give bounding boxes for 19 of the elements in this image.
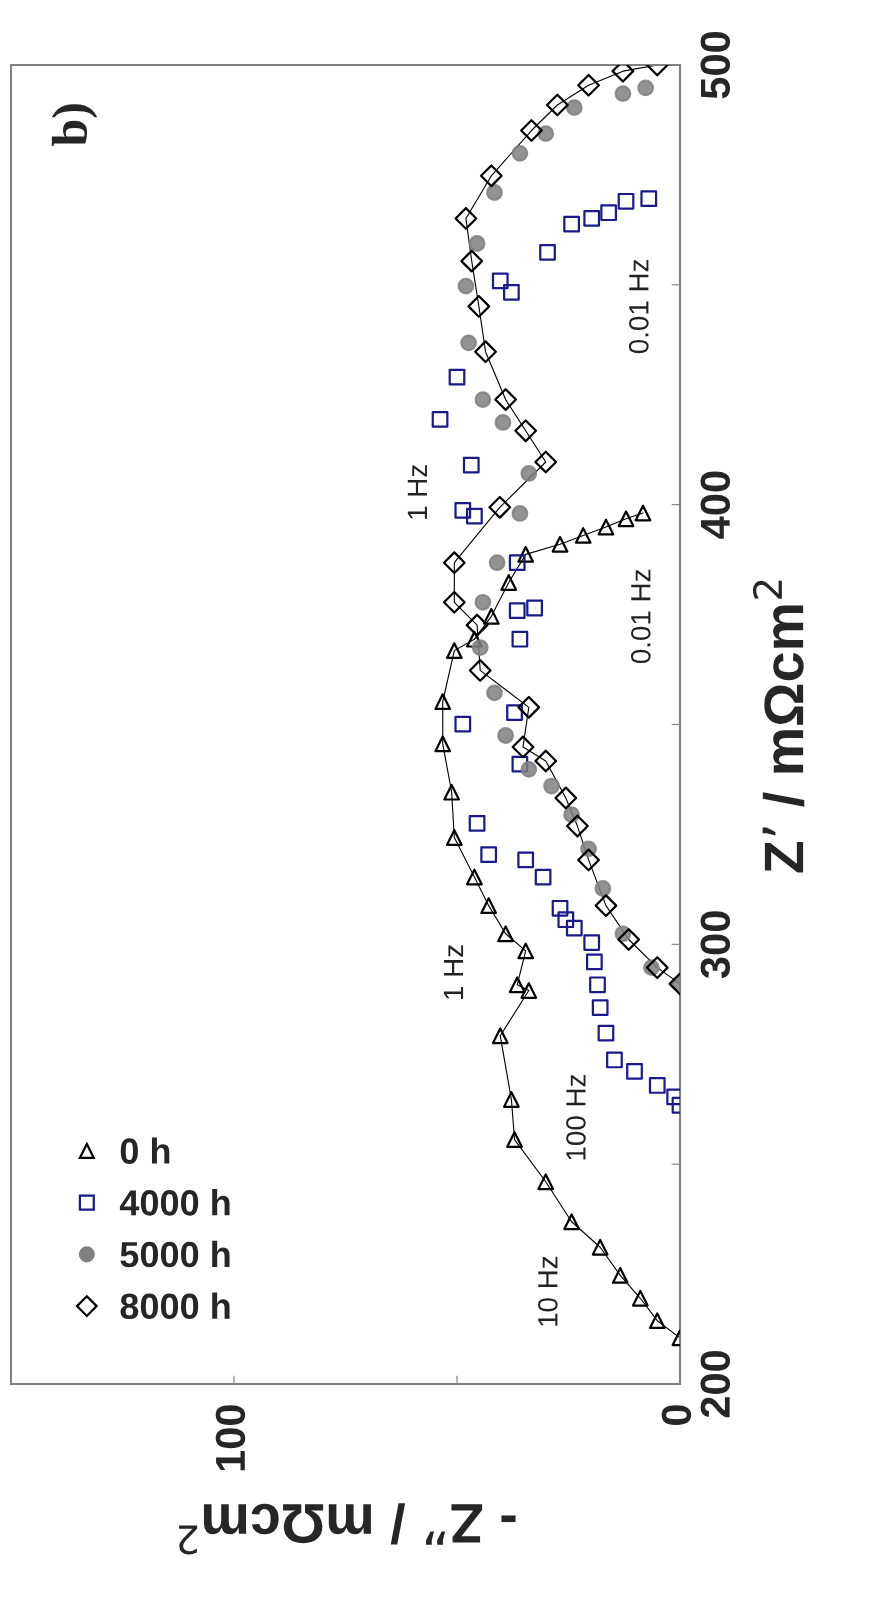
annotation: 1 Hz: [407, 465, 427, 519]
y-tick-label: 400: [700, 471, 731, 539]
y-axis-title: Z’ / mΩcm$^{2}$: [752, 580, 805, 873]
x-axis-title: - Z” / mΩcm$^{2}$: [179, 1503, 516, 1555]
annotation: 100 Hz: [566, 1074, 586, 1160]
annotation: 10 Hz: [538, 1256, 558, 1326]
x-tick-label: 0: [661, 1405, 692, 1425]
legend-label: 4000 h: [119, 1189, 230, 1216]
legend-label: 8000 h: [120, 1292, 230, 1320]
annotation: 0.01 Hz: [628, 259, 649, 354]
y-tick-label: 200: [700, 1350, 731, 1418]
y-tick-label: 500: [700, 31, 731, 99]
x-tick-label: 100: [215, 1405, 246, 1471]
annotation: 1 Hz: [443, 945, 464, 999]
legend-label: 0 h: [120, 1137, 170, 1164]
y-tick-label: 300: [700, 911, 731, 979]
legend-label: 5000 h: [120, 1240, 230, 1268]
text: b): [51, 104, 98, 146]
annotation: 0.01 Hz: [630, 569, 651, 664]
